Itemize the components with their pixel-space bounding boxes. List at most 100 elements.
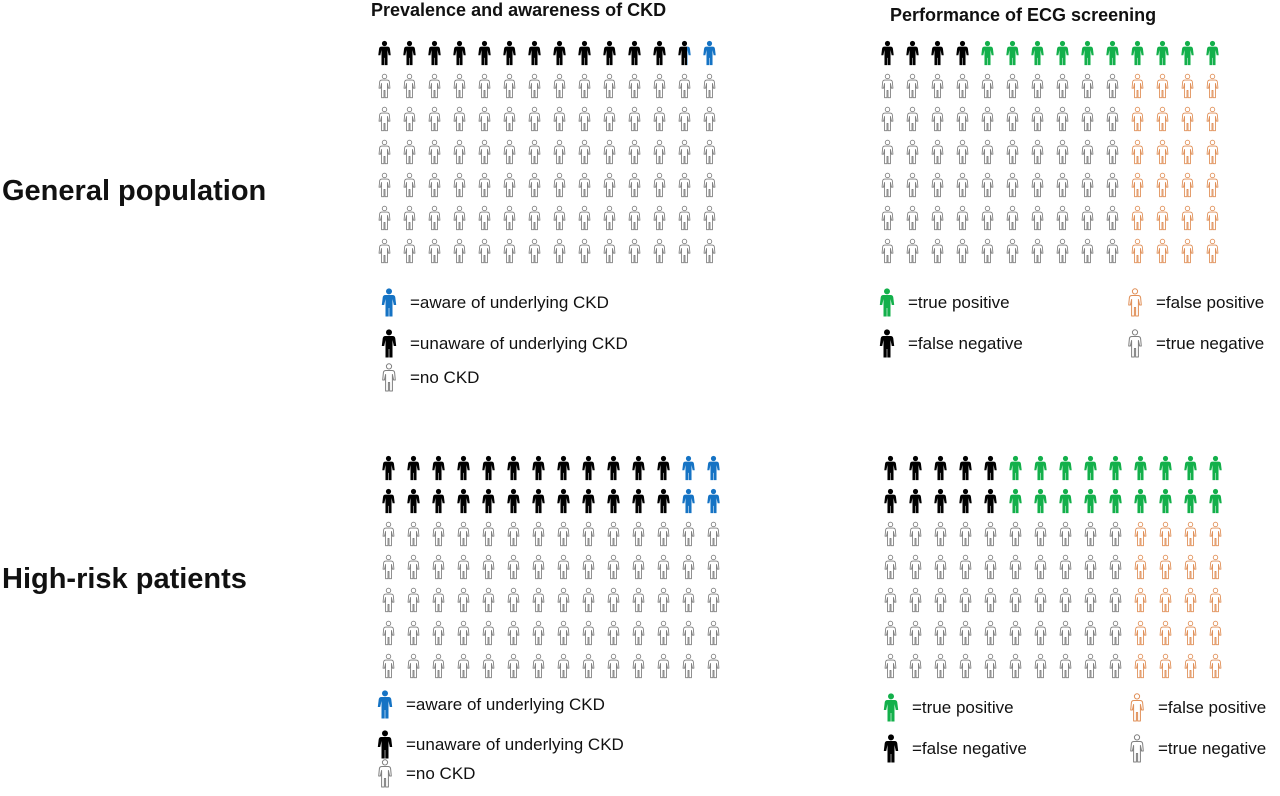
person-outline-icon: [1100, 235, 1125, 268]
person-outline-icon: [1150, 70, 1175, 103]
person-outline-icon: [928, 584, 953, 617]
person-outline-icon: [622, 202, 647, 235]
person-outline-icon: [1200, 202, 1225, 235]
person-outline-icon: [597, 235, 622, 268]
person-outline-icon: [551, 551, 576, 584]
person-filled-icon: [1200, 37, 1225, 70]
person-filled-icon: [601, 452, 626, 485]
person-outline-icon: [1025, 136, 1050, 169]
person-outline-icon: [651, 584, 676, 617]
person-outline-icon: [878, 650, 903, 683]
person-outline-icon: [697, 169, 722, 202]
person-outline-icon: [1175, 202, 1200, 235]
high-risk-patients-label: High-risk patients: [2, 563, 247, 595]
person-outline-icon: [1100, 136, 1125, 169]
person-outline-icon: [422, 202, 447, 235]
person-outline-icon: [451, 617, 476, 650]
person-outline-icon: [501, 617, 526, 650]
person-outline-icon: [1000, 103, 1025, 136]
person-outline-icon: [501, 518, 526, 551]
person-outline-icon: [1075, 235, 1100, 268]
person-outline-icon: [447, 169, 472, 202]
person-filled-icon: [1203, 485, 1228, 518]
person-outline-icon: [928, 650, 953, 683]
person-outline-icon: [397, 103, 422, 136]
person-outline-icon: [472, 169, 497, 202]
legend-true-positive-label: =true positive: [912, 698, 1014, 717]
person-filled-icon: [1128, 485, 1153, 518]
person-outline-icon: [672, 169, 697, 202]
person-filled-icon: [1003, 485, 1028, 518]
person-outline-icon: [697, 136, 722, 169]
person-outline-icon: [522, 103, 547, 136]
person-filled-icon: [1075, 37, 1100, 70]
person-filled-icon: [451, 452, 476, 485]
person-outline-icon: [1200, 103, 1225, 136]
person-outline-icon: [547, 235, 572, 268]
person-outline-icon: [1125, 169, 1150, 202]
prevalence-column-title: Prevalence and awareness of CKD: [371, 0, 667, 20]
person-filled-icon: [376, 452, 401, 485]
person-outline-icon: [472, 103, 497, 136]
person-outline-icon: [1053, 551, 1078, 584]
person-filled-icon: [701, 485, 726, 518]
person-outline-icon: [401, 584, 426, 617]
person-split-icon: [672, 37, 697, 70]
person-outline-icon: [497, 103, 522, 136]
person-outline-icon: [1003, 650, 1028, 683]
person-filled-icon: [526, 452, 551, 485]
person-filled-icon: [647, 37, 672, 70]
person-outline-icon: [1050, 103, 1075, 136]
person-outline-icon: [1178, 551, 1203, 584]
person-outline-icon: [1203, 650, 1228, 683]
person-outline-icon: [626, 617, 651, 650]
person-outline-icon: [900, 235, 925, 268]
person-filled-icon: [903, 452, 928, 485]
person-filled-icon: [676, 452, 701, 485]
person-outline-icon: [1028, 650, 1053, 683]
person-outline-icon: [422, 235, 447, 268]
person-outline-icon: [451, 518, 476, 551]
person-filled-icon: [950, 37, 975, 70]
person-filled-icon: [401, 452, 426, 485]
person-outline-icon: [1053, 650, 1078, 683]
person-outline-icon: [597, 103, 622, 136]
person-outline-icon: [1150, 235, 1175, 268]
person-outline-icon: [1200, 169, 1225, 202]
person-outline-icon: [497, 235, 522, 268]
person-outline-icon: [522, 169, 547, 202]
person-filled-icon: [451, 485, 476, 518]
person-filled-icon: [576, 452, 601, 485]
person-outline-icon: [626, 551, 651, 584]
person-outline-icon: [447, 202, 472, 235]
person-outline-icon: [597, 136, 622, 169]
person-outline-icon: [672, 136, 697, 169]
legend-unaware-label: =unaware of underlying CKD: [406, 735, 624, 754]
person-outline-icon: [397, 136, 422, 169]
person-filled-icon: [501, 485, 526, 518]
person-outline-icon: [1050, 235, 1075, 268]
person-outline-icon: [1103, 617, 1128, 650]
person-outline-icon: [526, 650, 551, 683]
person-filled-icon: [1103, 485, 1128, 518]
person-outline-icon: [1153, 584, 1178, 617]
person-outline-icon: [447, 103, 472, 136]
person-outline-icon: [950, 70, 975, 103]
person-outline-icon: [376, 584, 401, 617]
person-outline-icon: [953, 650, 978, 683]
person-outline-icon: [576, 584, 601, 617]
person-filled-icon: [1028, 485, 1053, 518]
person-outline-icon: [551, 650, 576, 683]
person-outline-icon: [426, 617, 451, 650]
person-outline-icon: [472, 136, 497, 169]
person-outline-icon: [547, 136, 572, 169]
person-outline-icon: [1103, 551, 1128, 584]
person-outline-icon: [601, 518, 626, 551]
person-filled-icon: [497, 37, 522, 70]
person-filled-icon: [878, 485, 903, 518]
person-outline-icon: [928, 518, 953, 551]
person-filled-icon: [1053, 452, 1078, 485]
person-outline-icon: [978, 584, 1003, 617]
person-outline-icon: [950, 136, 975, 169]
person-outline-icon: [701, 551, 726, 584]
